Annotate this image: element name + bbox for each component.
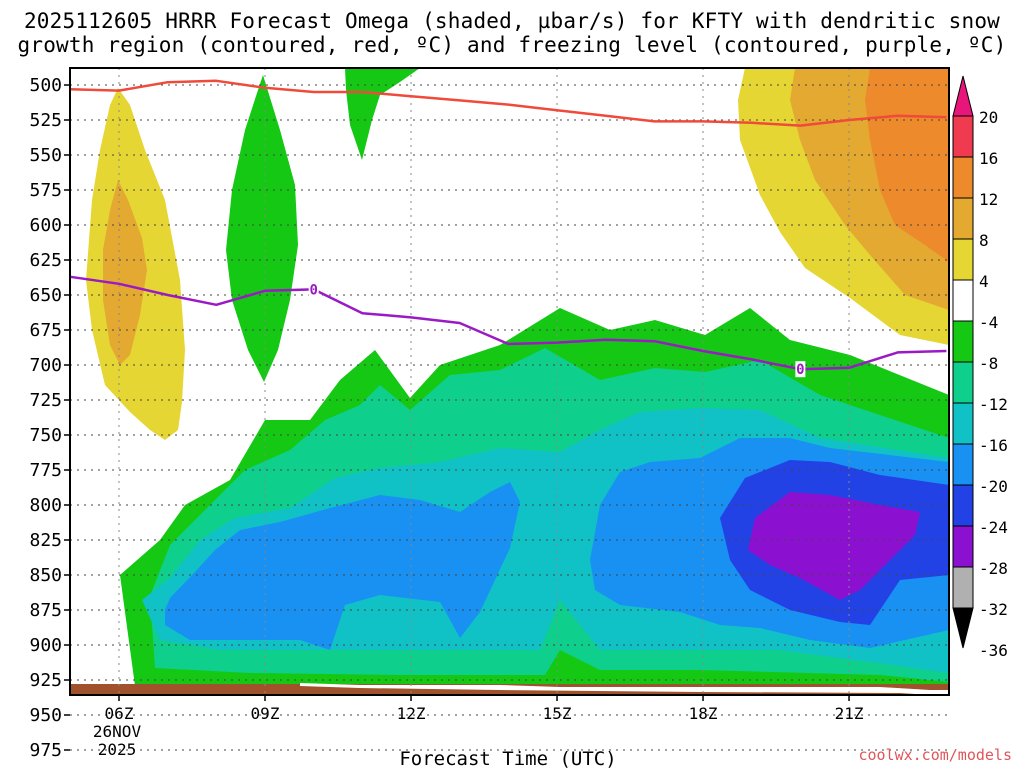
colorbar-top-arrow bbox=[952, 75, 974, 117]
y-tick-label: 975 bbox=[29, 740, 62, 761]
x-tick-label: 15Z bbox=[543, 704, 572, 723]
y-tick-label: 550 bbox=[29, 145, 62, 166]
y-tick-label: 875 bbox=[29, 600, 62, 621]
colorbar-label: -16 bbox=[979, 436, 1008, 455]
colorbar-label: -4 bbox=[979, 313, 998, 332]
x-tick-label: 06Z bbox=[105, 704, 134, 723]
y-tick-label: 925 bbox=[29, 670, 62, 691]
colorbar-label: -20 bbox=[979, 477, 1008, 496]
colorbar-bin bbox=[952, 566, 974, 609]
dendritic-growth-contour-line bbox=[70, 79, 947, 127]
colorbar-label: -32 bbox=[979, 600, 1008, 619]
omega-shading bbox=[70, 68, 949, 695]
y-tick-label: 900 bbox=[29, 635, 62, 656]
y-tick-label: 575 bbox=[29, 180, 62, 201]
x-axis-title: Forecast Time (UTC) bbox=[399, 748, 616, 768]
freezing-level-label: 0 bbox=[796, 362, 804, 378]
contour-label-bg bbox=[308, 281, 319, 298]
colorbar-bin bbox=[952, 443, 974, 486]
contour-labels: 00 bbox=[308, 281, 806, 378]
y-tick-label: 950 bbox=[29, 705, 62, 726]
x-tick-label: 18Z bbox=[689, 704, 718, 723]
colorbar-label: 4 bbox=[979, 272, 989, 291]
colorbar-bin bbox=[952, 156, 974, 199]
chart-title-line-2: growth region (contoured, red, ºC) and f… bbox=[17, 33, 1007, 57]
y-tick-label: 700 bbox=[29, 355, 62, 376]
colorbar-bottom-arrow bbox=[952, 607, 974, 649]
omega-band-neg16 bbox=[165, 482, 520, 650]
colorbar-label: -28 bbox=[979, 559, 1008, 578]
ground-gap bbox=[300, 683, 949, 695]
y-tick-label: 625 bbox=[29, 250, 62, 271]
colorbar-bin bbox=[952, 197, 974, 240]
colorbar-bin bbox=[952, 484, 974, 527]
y-tick-label: 600 bbox=[29, 215, 62, 236]
colorbar-bin bbox=[952, 525, 974, 568]
x-tick-label: 09Z bbox=[251, 704, 280, 723]
x-tick-date: 26NOV bbox=[93, 722, 142, 741]
y-tick-label: 725 bbox=[29, 390, 62, 411]
colorbar-bin bbox=[952, 320, 974, 363]
y-tick-label: 500 bbox=[29, 75, 62, 96]
x-tick-year: 2025 bbox=[98, 740, 137, 759]
y-axis: 500 525 550 575 600 625 650 675 700 725 750 775 800 8… bbox=[29, 75, 70, 761]
y-tick-label: 525 bbox=[29, 110, 62, 131]
y-tick-label: 750 bbox=[29, 425, 62, 446]
colorbar-label: -36 bbox=[979, 641, 1008, 660]
colorbar-label: 20 bbox=[979, 108, 998, 127]
omega-band-neg24 bbox=[748, 492, 920, 600]
colorbar-bin bbox=[952, 361, 974, 404]
x-tick-label: 12Z bbox=[397, 704, 426, 723]
colorbar-label: 8 bbox=[979, 231, 989, 250]
omega-band-pos8-west bbox=[103, 180, 147, 365]
y-tick-label: 825 bbox=[29, 530, 62, 551]
chart-title-line-1: 2025112605 HRRR Forecast Omega (shaded, … bbox=[23, 9, 1001, 33]
y-tick-label: 850 bbox=[29, 565, 62, 586]
watermark-link[interactable]: coolwx.com/models bbox=[858, 746, 1012, 764]
colorbar-legend: 20 16 12 8 4 -4 -8 -12 -16 -20 -24 -28 -32 -36 bbox=[952, 75, 1008, 660]
colorbar-bin bbox=[952, 115, 974, 158]
colorbar-label: 12 bbox=[979, 190, 998, 209]
colorbar-label: -12 bbox=[979, 395, 1008, 414]
colorbar-label: 16 bbox=[979, 149, 998, 168]
contour-label-bg bbox=[795, 361, 806, 378]
y-tick-label: 675 bbox=[29, 320, 62, 341]
colorbar-label: -8 bbox=[979, 354, 998, 373]
x-tick-label: 21Z bbox=[835, 704, 864, 723]
colorbar-bin bbox=[952, 238, 974, 281]
colorbar-bin bbox=[952, 402, 974, 445]
y-tick-label: 650 bbox=[29, 285, 62, 306]
plot-frame bbox=[69, 67, 950, 696]
colorbar-label: -24 bbox=[979, 518, 1008, 537]
omega-cell-09z-upper bbox=[226, 75, 298, 382]
y-tick-label: 800 bbox=[29, 495, 62, 516]
y-tick-label: 775 bbox=[29, 460, 62, 481]
colorbar-bin bbox=[952, 279, 974, 322]
freezing-level-label: 0 bbox=[309, 282, 317, 298]
